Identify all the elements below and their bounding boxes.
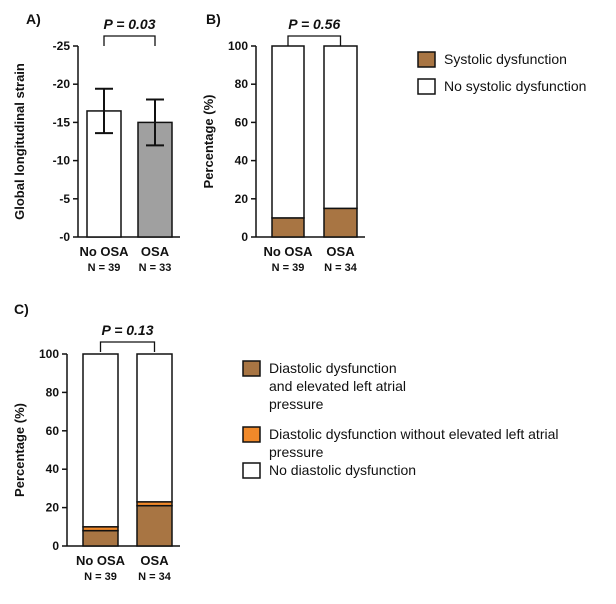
panel-c-y-tick-label: 80 [46, 385, 60, 399]
panel-a-y-tick-label: -5 [59, 192, 70, 206]
panel-b-bar-segment [323, 45, 358, 210]
panel-b-panel-label: B) [206, 11, 221, 27]
panel-b-significance-bracket [287, 35, 342, 46]
panel-b-y-tick-label: 60 [235, 115, 249, 129]
panel-c-bar-segment [82, 353, 119, 528]
panel-c-category-label: OSA [140, 553, 169, 568]
panel-c-y-tick-label: 40 [46, 462, 60, 476]
panel-b-bar-segment [323, 207, 358, 238]
panel-c-legend-label: No diastolic dysfunction [269, 462, 416, 478]
panel-a-significance-bracket [103, 35, 156, 46]
panel-c-bar-segment [136, 353, 173, 503]
panel-c-bar-segment [82, 529, 119, 547]
panel-b-legend-swatch [417, 51, 436, 68]
panel-b-y-tick-label: 40 [235, 154, 249, 168]
panel-b-category-label: OSA [326, 244, 355, 259]
panel-a-y-tick-label: -10 [53, 154, 71, 168]
panel-c-panel-label: C) [14, 301, 29, 317]
panel-b-y-tick-label: 20 [235, 192, 249, 206]
panel-b-y-tick-label: 0 [241, 230, 248, 244]
panel-b-legend-swatch [417, 78, 436, 95]
panel-b-bar-segment [271, 45, 305, 219]
panel-b-n-label: N = 39 [272, 262, 305, 274]
panel-a-p-value: P = 0.03 [103, 16, 155, 32]
panel-c-bar-segment [136, 504, 173, 547]
panel-c-p-value: P = 0.13 [101, 322, 153, 338]
panel-a-y-tick-label: -15 [53, 115, 71, 129]
panel-a-y-tick-label: -0 [59, 230, 70, 244]
panel-c-n-label: N = 34 [138, 571, 172, 583]
panel-c-y-tick-label: 100 [39, 347, 59, 361]
panel-c-legend-swatch [242, 360, 261, 377]
panel-a-panel-label: A) [26, 11, 41, 27]
panel-b-category-label: No OSA [263, 244, 313, 259]
panel-b-y-tick-label: 80 [235, 77, 249, 91]
panel-a-category-label: OSA [141, 244, 170, 259]
panel-a-category-label: No OSA [79, 244, 129, 259]
panel-a-n-label: N = 39 [88, 262, 121, 274]
panel-c-n-label: N = 39 [84, 571, 117, 583]
panel-b-n-label: N = 34 [324, 262, 358, 274]
panel-a-n-label: N = 33 [139, 262, 172, 274]
panel-c-significance-bracket [99, 341, 156, 352]
panel-b-legend-label: No systolic dysfunction [444, 78, 586, 94]
panel-c-y-tick-label: 20 [46, 501, 60, 515]
panel-b-y-axis-label: Percentage (%) [201, 95, 216, 189]
panel-c-y-tick-label: 0 [52, 539, 59, 553]
panel-b-legend-label: Systolic dysfunction [444, 51, 567, 67]
panel-b-bar-segment [271, 217, 305, 238]
panel-a-y-tick-label: -25 [53, 39, 71, 53]
panel-c-y-tick-label: 60 [46, 424, 60, 438]
panel-a-y-tick-label: -20 [53, 77, 71, 91]
panel-b-p-value: P = 0.56 [288, 16, 340, 32]
panel-c-legend-label: Diastolic dysfunction without elevated l… [269, 426, 558, 460]
panel-c-legend-label: Diastolic dysfunction and elevated left a… [269, 360, 406, 412]
panel-c-y-axis-label: Percentage (%) [12, 403, 27, 497]
panel-c-category-label: No OSA [76, 553, 126, 568]
panel-b-y-tick-label: 100 [228, 39, 248, 53]
panel-a-y-axis-label: Global longitudinal strain [12, 63, 27, 220]
panel-c-legend-swatch [242, 426, 261, 443]
panel-c-legend-swatch [242, 462, 261, 479]
